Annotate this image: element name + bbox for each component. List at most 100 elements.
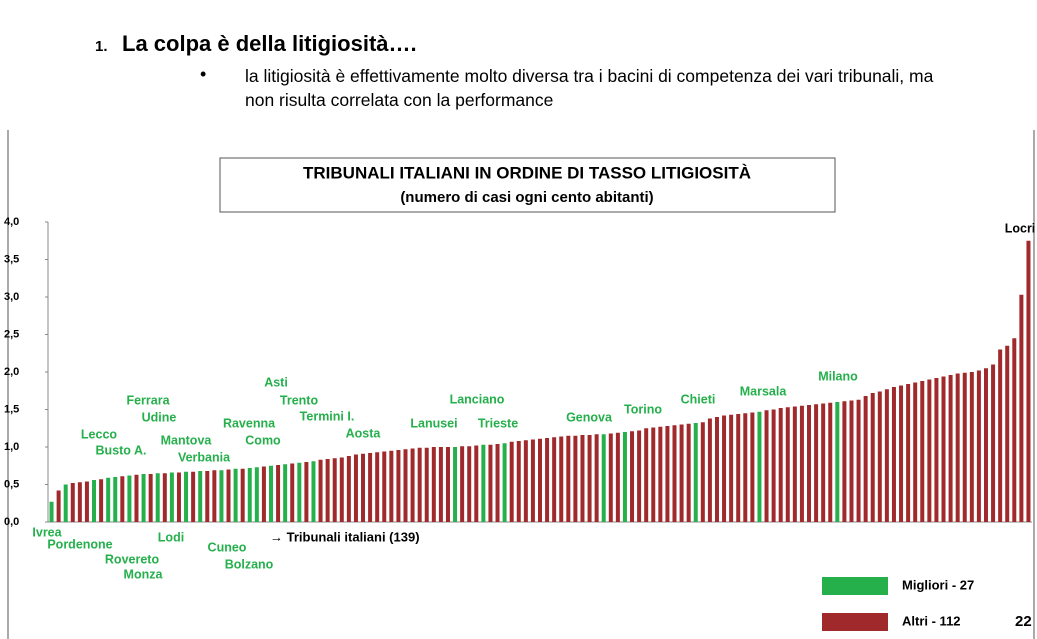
legend-swatch	[822, 613, 888, 631]
x-tick-label: Verbania	[178, 450, 231, 464]
bar	[155, 473, 160, 522]
bar	[382, 451, 387, 522]
bar	[70, 483, 75, 522]
bar	[722, 415, 727, 522]
bar	[835, 402, 840, 522]
bar	[438, 447, 443, 522]
x-tick-label: Bolzano	[225, 557, 274, 571]
bar	[516, 441, 521, 522]
bar	[453, 447, 458, 522]
bar	[877, 391, 882, 522]
bar	[92, 480, 97, 522]
bar	[792, 406, 797, 522]
x-tick-label: Lanusei	[410, 416, 457, 430]
bar	[651, 427, 656, 522]
bar	[750, 412, 755, 522]
page-number: 22	[1015, 613, 1032, 630]
bar	[700, 422, 705, 522]
bar	[148, 474, 153, 522]
chart-subtitle: (numero di casi ogni cento abitanti)	[400, 189, 653, 206]
bar	[828, 402, 833, 522]
bar	[580, 435, 585, 522]
bar	[615, 432, 620, 522]
bar	[141, 474, 146, 522]
bar	[198, 471, 203, 522]
x-tick-label: Trieste	[478, 416, 518, 430]
y-tick-label: 2,0	[4, 366, 19, 378]
bar	[212, 470, 217, 522]
bar	[884, 389, 889, 522]
bar	[410, 448, 415, 522]
bar	[375, 452, 380, 522]
bar	[134, 474, 139, 522]
bar	[495, 444, 500, 522]
x-tick-label: Marsala	[740, 384, 788, 398]
x-tick-label: Busto A.	[96, 443, 147, 457]
bar	[49, 501, 54, 522]
x-tick-label: Cuneo	[208, 540, 247, 554]
x-tick-label: Pordenone	[47, 537, 112, 551]
x-tick-label: Termini I.	[300, 409, 355, 423]
x-tick-label: Ivrea	[32, 525, 62, 539]
x-tick-label: Monza	[124, 567, 164, 581]
bar	[927, 379, 932, 522]
bar	[842, 401, 847, 522]
bar	[955, 373, 960, 522]
bar	[658, 426, 663, 522]
bar	[184, 471, 189, 522]
x-tick-label: Chieti	[681, 392, 716, 406]
bar	[630, 431, 635, 522]
x-tick-label: Genova	[566, 410, 613, 424]
bar	[169, 472, 174, 522]
bar	[913, 382, 918, 522]
bar	[191, 471, 196, 522]
bar	[268, 465, 273, 522]
bar	[403, 449, 408, 522]
bar	[976, 370, 981, 522]
bar	[176, 472, 181, 522]
bar	[304, 462, 309, 522]
heading-number: 1.	[95, 38, 108, 55]
bar	[353, 454, 358, 522]
bar	[127, 475, 132, 522]
heading: La colpa è della litigiosità….	[122, 31, 417, 56]
bar	[573, 435, 578, 522]
bullet-dot: •	[200, 64, 207, 84]
bar	[261, 466, 266, 522]
bar	[247, 468, 252, 522]
bar	[276, 465, 281, 522]
bar	[1012, 338, 1017, 522]
bar	[1005, 345, 1010, 522]
y-tick-label: 0,5	[4, 478, 19, 490]
x-tick-label: Aosta	[346, 426, 382, 440]
bar	[530, 439, 535, 522]
x-tick-label: Lanciano	[450, 392, 505, 406]
bar	[559, 436, 564, 522]
x-tick-label: Asti	[264, 375, 288, 389]
bar	[983, 368, 988, 522]
x-tick-label: Lecco	[81, 427, 117, 441]
bar	[863, 396, 868, 522]
bar	[743, 413, 748, 522]
bar	[686, 423, 691, 522]
bar	[538, 438, 542, 522]
bar	[368, 453, 373, 522]
x-tick-label: Mantova	[161, 433, 213, 447]
bar	[113, 477, 118, 522]
bar	[764, 410, 769, 522]
bar	[552, 437, 557, 522]
x-tick-label: Trento	[280, 393, 319, 407]
bar	[523, 440, 528, 522]
bar	[962, 372, 967, 522]
bar	[120, 476, 125, 522]
bar	[969, 372, 974, 522]
bar	[771, 409, 776, 522]
x-tick-label: Rovereto	[105, 552, 160, 566]
bar	[587, 435, 592, 522]
bar	[488, 444, 493, 522]
x-tick-label: Milano	[818, 369, 858, 383]
bar	[290, 463, 295, 522]
x-tick-label: Locri	[1005, 221, 1036, 235]
bar	[63, 484, 68, 522]
bar	[948, 375, 953, 522]
